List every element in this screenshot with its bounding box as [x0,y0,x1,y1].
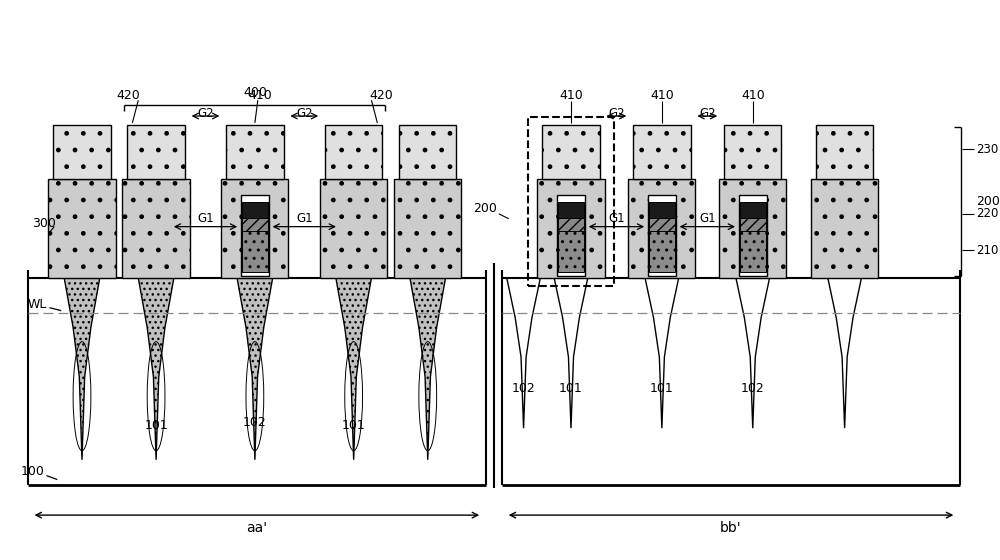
Bar [724,125,781,179]
Text: 230: 230 [976,143,998,156]
Text: G1: G1 [197,212,214,225]
Polygon shape [507,278,540,428]
Text: 101: 101 [650,382,674,395]
Text: G2: G2 [197,106,214,119]
Bar [226,125,284,179]
Text: 210: 210 [976,244,998,257]
Text: 220: 220 [976,207,998,220]
Bar [399,125,456,179]
Polygon shape [64,278,100,460]
Text: bb': bb' [720,521,742,535]
Bar [740,202,766,219]
Text: G1: G1 [608,212,625,225]
Text: 410: 410 [741,89,765,102]
Text: 410: 410 [248,89,272,102]
Bar [542,125,600,179]
Text: G2: G2 [699,106,716,119]
Bar [816,125,873,179]
Text: 410: 410 [650,89,674,102]
Bar [648,195,676,276]
Bar [739,195,767,276]
Polygon shape [410,278,446,460]
Bar [557,195,585,276]
Text: G2: G2 [296,106,313,119]
Bar [53,125,111,179]
Bar [537,179,605,278]
Text: aa': aa' [246,521,267,535]
Bar [558,231,584,272]
Text: 101: 101 [144,419,168,432]
Bar [242,202,268,219]
Text: G1: G1 [699,212,716,225]
Text: 100: 100 [21,465,44,478]
Text: 420: 420 [369,89,393,102]
Text: 420: 420 [117,89,140,102]
Text: 300: 300 [32,217,55,230]
Bar [558,218,584,232]
Text: G2: G2 [608,106,625,119]
Text: 200: 200 [473,202,497,216]
Polygon shape [138,278,174,460]
Bar [325,125,382,179]
Bar [394,179,461,278]
Bar [719,179,786,278]
Text: G1: G1 [296,212,313,225]
Bar [649,202,675,219]
Bar [740,231,766,272]
Text: 101: 101 [559,382,583,395]
Bar [740,218,766,232]
Text: 102: 102 [243,416,267,429]
Bar [122,179,190,278]
Polygon shape [645,278,679,428]
Bar [241,195,269,276]
Bar [242,218,268,232]
Bar [628,179,695,278]
Polygon shape [736,278,770,428]
Bar [127,125,185,179]
Text: 102: 102 [512,382,535,395]
Text: 410: 410 [559,89,583,102]
Bar [558,202,584,219]
Bar [221,179,288,278]
Text: WL: WL [28,298,47,311]
Bar [649,231,675,272]
Text: 101: 101 [342,419,366,432]
Bar [48,179,116,278]
Text: 102: 102 [741,382,765,395]
Bar [633,125,691,179]
Bar [811,179,878,278]
Text: 200: 200 [976,195,1000,208]
Polygon shape [554,278,588,428]
Bar [649,218,675,232]
Bar [242,231,268,272]
Polygon shape [237,278,273,460]
Polygon shape [828,278,861,428]
Text: 400: 400 [243,86,267,99]
Bar [528,117,614,286]
Polygon shape [336,278,371,460]
Bar [320,179,387,278]
